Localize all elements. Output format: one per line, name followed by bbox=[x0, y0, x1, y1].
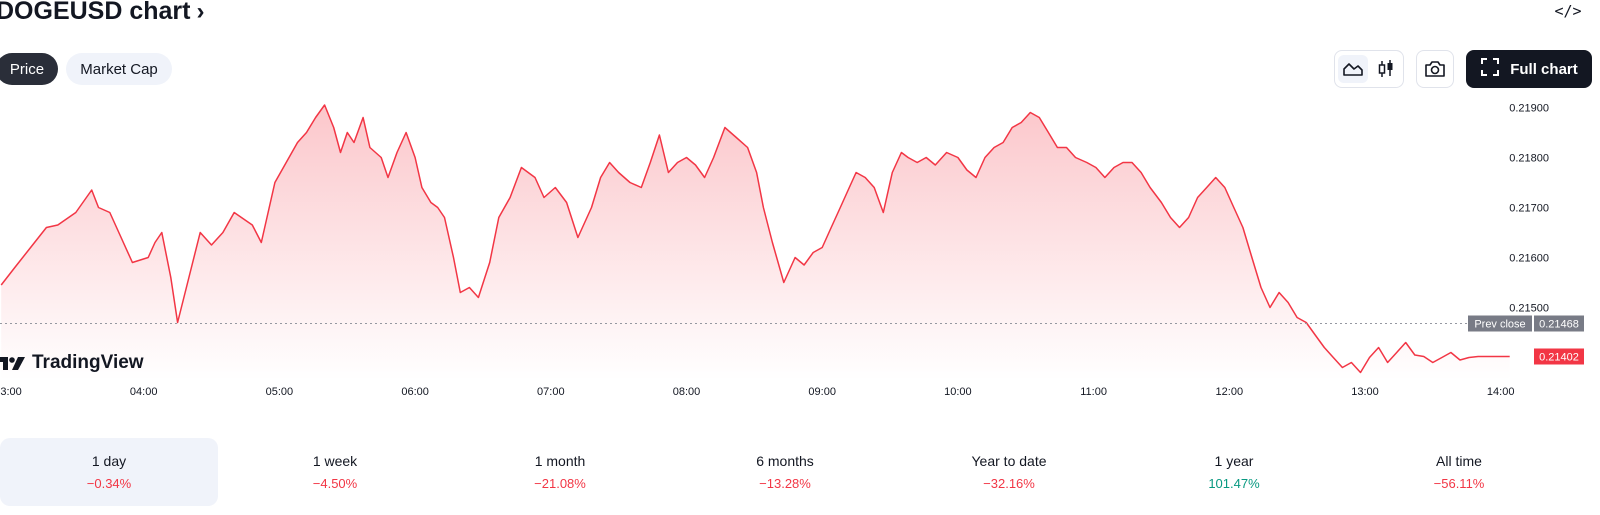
candlestick-icon[interactable] bbox=[1371, 55, 1401, 83]
period-label: 1 day bbox=[91, 453, 127, 469]
chart-style-toggle bbox=[1334, 50, 1404, 88]
last-price-badge: 0.21402 bbox=[1539, 352, 1579, 364]
period-all-time[interactable]: All time −56.11% bbox=[1350, 438, 1568, 506]
period-label: 6 months bbox=[756, 453, 814, 469]
tradingview-logo-text: TradingView bbox=[32, 352, 144, 373]
camera-icon[interactable] bbox=[1416, 50, 1454, 88]
period-6-months[interactable]: 6 months −13.28% bbox=[676, 438, 894, 506]
y-tick-label: 0.21900 bbox=[1509, 103, 1549, 115]
tradingview-mark-icon bbox=[0, 357, 25, 370]
price-area-fill bbox=[1, 105, 1510, 380]
period-1-day[interactable]: 1 day −0.34% bbox=[0, 438, 218, 506]
y-tick-label: 0.21700 bbox=[1509, 203, 1549, 215]
period-1-year[interactable]: 1 year 101.47% bbox=[1125, 438, 1343, 506]
period-label: Year to date bbox=[971, 453, 1047, 469]
performance-periods: 1 day −0.34% 1 week −4.50% 1 month −21.08% 6 m… bbox=[0, 438, 1600, 508]
chart-title-link[interactable]: DOGEUSD chart › bbox=[0, 0, 204, 26]
x-tick-label: 04:00 bbox=[130, 386, 158, 398]
prev-close-value: 0.21468 bbox=[1539, 319, 1579, 331]
y-tick-label: 0.21600 bbox=[1509, 253, 1549, 265]
period-change: −13.28% bbox=[759, 476, 811, 491]
chevron-right-icon: › bbox=[196, 0, 205, 25]
period-label: 1 week bbox=[312, 453, 358, 469]
prev-close-label-bg bbox=[1468, 315, 1532, 332]
period-change: −4.50% bbox=[312, 476, 358, 491]
x-tick-label: 12:00 bbox=[1216, 386, 1244, 398]
x-tick-label: 03:00 bbox=[0, 386, 22, 398]
prev-close-value-bg bbox=[1534, 315, 1584, 332]
period-1-month[interactable]: 1 month −21.08% bbox=[451, 438, 669, 506]
prev-close-label: Prev close bbox=[1474, 319, 1525, 331]
period-year-to-date[interactable]: Year to date −32.16% bbox=[900, 438, 1118, 506]
tab-price[interactable]: Price bbox=[0, 53, 58, 85]
y-tick-label: 0.21800 bbox=[1509, 153, 1549, 165]
period-label: All time bbox=[1436, 453, 1482, 469]
x-tick-label: 13:00 bbox=[1351, 386, 1379, 398]
fullscreen-icon bbox=[1480, 57, 1500, 81]
period-label: 1 month bbox=[534, 453, 586, 469]
period-change: −21.08% bbox=[534, 476, 586, 491]
full-chart-button[interactable]: Full chart bbox=[1466, 50, 1592, 88]
x-tick-label: 09:00 bbox=[808, 386, 836, 398]
x-tick-label: 06:00 bbox=[401, 386, 429, 398]
x-tick-label: 14:00 bbox=[1487, 386, 1515, 398]
chart-title: DOGEUSD chart bbox=[0, 0, 191, 25]
period-change: −56.11% bbox=[1433, 476, 1485, 491]
period-change: 101.47% bbox=[1208, 476, 1260, 491]
code-embed-icon[interactable]: </> bbox=[1554, 2, 1582, 20]
tradingview-logo: TradingView bbox=[0, 352, 144, 374]
x-tick-label: 11:00 bbox=[1080, 386, 1107, 398]
x-tick-label: 07:00 bbox=[537, 386, 565, 398]
period-label: 1 year bbox=[1214, 453, 1254, 469]
last-price-badge-bg bbox=[1534, 348, 1584, 365]
x-tick-label: 10:00 bbox=[944, 386, 972, 398]
y-tick-label: 0.21500 bbox=[1509, 303, 1549, 315]
tab-market-cap[interactable]: Market Cap bbox=[66, 53, 172, 85]
period-change: −0.34% bbox=[86, 476, 132, 491]
area-chart-icon[interactable] bbox=[1338, 55, 1368, 83]
period-change: −32.16% bbox=[983, 476, 1035, 491]
price-chart[interactable]: 0.21900 0.21800 0.21700 0.21600 0.21500 03:0… bbox=[0, 95, 1600, 405]
price-line bbox=[0, 104, 1510, 374]
x-tick-label: 08:00 bbox=[673, 386, 701, 398]
full-chart-label: Full chart bbox=[1510, 60, 1578, 78]
x-tick-label: 05:00 bbox=[266, 386, 294, 398]
period-1-week[interactable]: 1 week −4.50% bbox=[226, 438, 444, 506]
